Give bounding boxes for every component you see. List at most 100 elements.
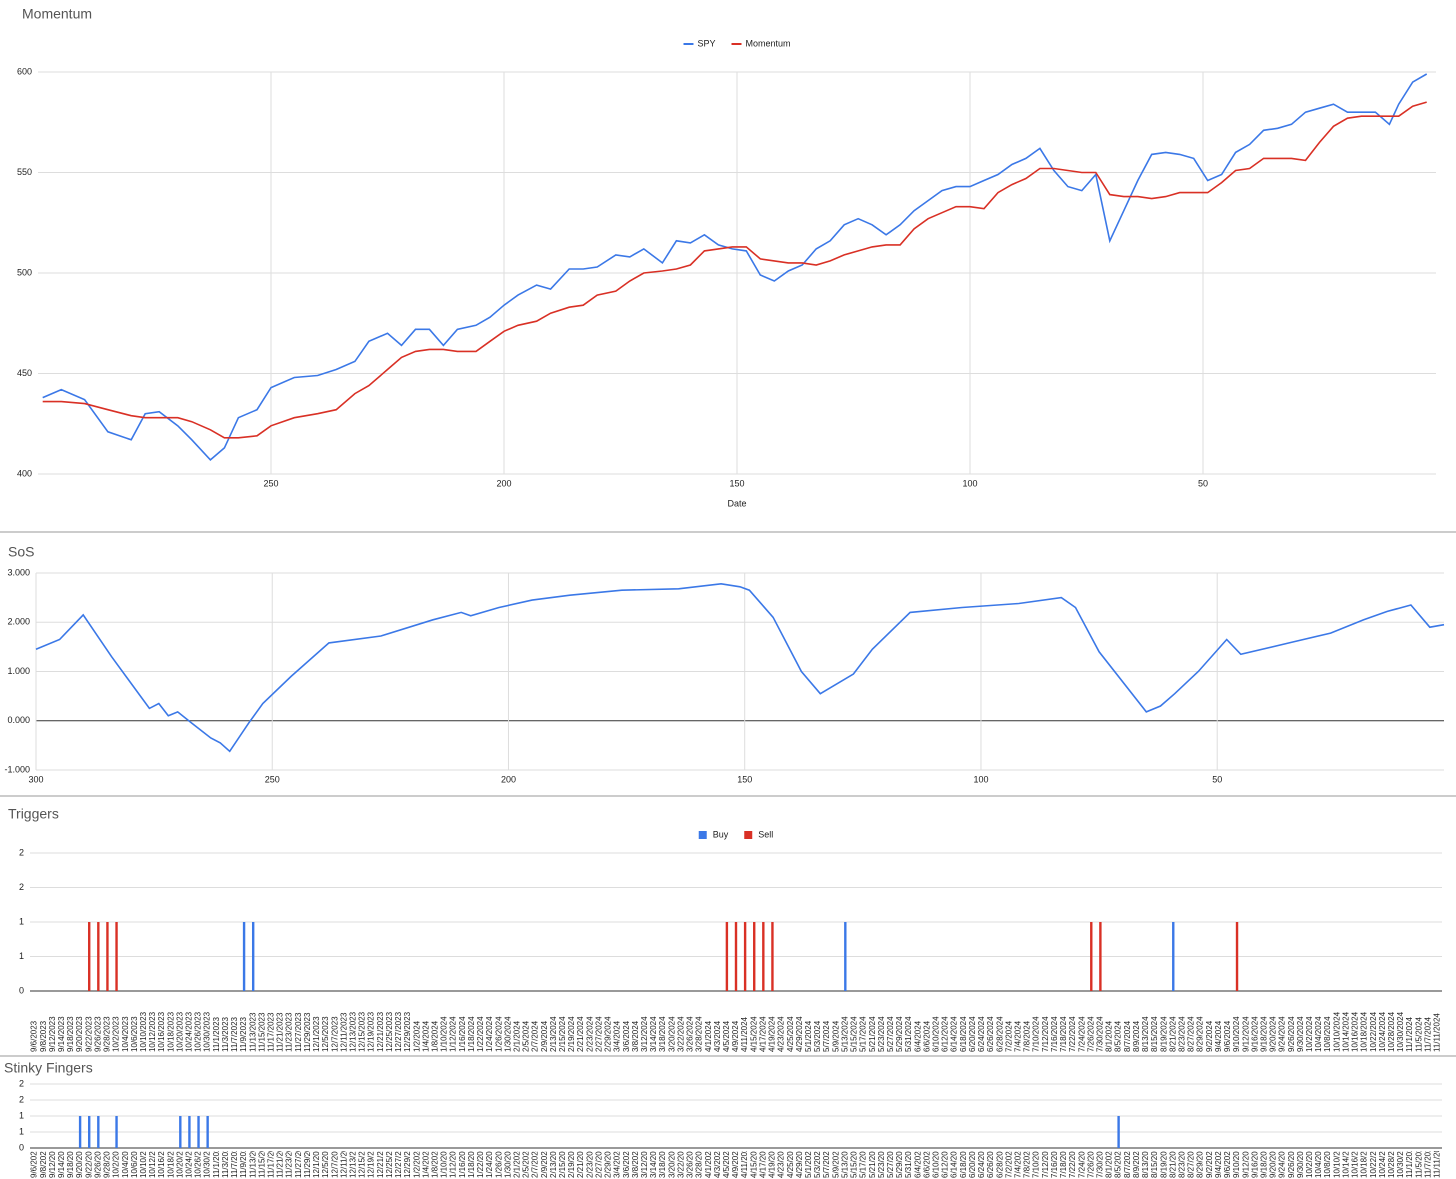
x-tick-label: 2/13/2024 <box>549 1016 558 1052</box>
x-tick-label: 5/27/2024 <box>886 1142 895 1178</box>
bar <box>78 1116 82 1148</box>
x-tick-label: 11/15/2023 <box>257 1012 266 1052</box>
x-tick-label: 1/30/2024 <box>503 1016 512 1052</box>
bar <box>197 1116 200 1148</box>
x-tick-label: 11/7/2024 <box>1423 1142 1432 1178</box>
x-tick-label: 12/21/2023 <box>376 1011 385 1052</box>
x-tick-label: 8/29/2024 <box>1196 1016 1205 1052</box>
x-tick-label: 7/18/2024 <box>1059 1016 1068 1052</box>
x-tick-label: 9/20/2024 <box>1269 1016 1278 1052</box>
x-tick-label: 4/17/2024 <box>758 1142 767 1178</box>
x-tick-label: 3/26/2024 <box>686 1142 695 1178</box>
x-tick-label: 1/18/2024 <box>467 1016 476 1052</box>
x-tick-label: 10/2/2024 <box>1305 1016 1314 1052</box>
x-tick-label: 8/13/2024 <box>1141 1016 1150 1052</box>
x-tick-label: 10/30/2023 <box>203 1137 212 1178</box>
x-tick-label: 100 <box>962 478 977 488</box>
x-tick-label: 11/29/2023 <box>303 1138 312 1178</box>
x-tick-label: 11/1/2023 <box>212 1142 221 1178</box>
x-tick-label: 9/26/2024 <box>1287 1016 1296 1052</box>
x-tick-label: 12/27/2023 <box>394 1011 403 1052</box>
x-tick-label: 9/6/2024 <box>1223 1020 1232 1052</box>
bar <box>725 922 729 991</box>
x-tick-label: 8/21/2024 <box>1168 1142 1177 1178</box>
x-tick-label: 8/5/2024 <box>1114 1146 1123 1178</box>
x-tick-label: 10/4/2024 <box>1314 1142 1323 1178</box>
x-tick-label: 10/16/2024 <box>1351 1011 1360 1052</box>
x-tick-label: 1/2/2024 <box>412 1146 421 1178</box>
y-tick-label: 2.000 <box>7 617 30 627</box>
x-tick-label: 11/15/2023 <box>257 1138 266 1178</box>
x-tick-label: 1/12/2024 <box>449 1142 458 1178</box>
x-tick-label: 10/4/2024 <box>1314 1016 1323 1052</box>
x-tick-label: 2/1/2024 <box>512 1146 521 1178</box>
x-tick-label: 9/20/2023 <box>75 1016 84 1052</box>
x-tick-label: 1/8/2024 <box>430 1020 439 1052</box>
x-tick-label: 4/25/2024 <box>786 1016 795 1052</box>
x-tick-label: 4/29/2024 <box>795 1142 804 1178</box>
x-tick-label: 10/30/2024 <box>1396 1011 1405 1052</box>
x-tick-label: 9/20/2023 <box>75 1142 84 1178</box>
x-tick-label: 4/19/2024 <box>768 1142 777 1178</box>
x-tick-label: 7/10/2024 <box>1032 1016 1041 1052</box>
x-tick-label: 10/18/2024 <box>1360 1137 1369 1178</box>
x-tick-label: 12/11/2023 <box>339 1012 348 1052</box>
x-tick-label: 9/2/2024 <box>1205 1020 1214 1052</box>
x-tick-label: 10/4/2023 <box>121 1142 130 1178</box>
y-tick-label: 0.000 <box>7 715 30 725</box>
x-tick-label: 4/17/2024 <box>758 1016 767 1052</box>
x-tick-label: 10/10/2023 <box>139 1011 148 1052</box>
x-tick-label: 1/24/2024 <box>485 1016 494 1052</box>
x-tick-label: 10/26/2023 <box>194 1137 203 1178</box>
x-tick-label: 12/13/2023 <box>349 1011 358 1052</box>
x-tick-label: 11/7/2023 <box>230 1016 239 1052</box>
x-tick-label: 11/17/2023 <box>267 1138 276 1178</box>
bar <box>1090 922 1093 991</box>
bar <box>1117 1116 1120 1148</box>
x-tick-label: 8/9/2024 <box>1132 1146 1141 1178</box>
x-tick-label: 7/8/2024 <box>1023 1146 1032 1178</box>
y-tick-label: 0 <box>19 1142 24 1152</box>
x-tick-label: 4/1/2024 <box>704 1146 713 1178</box>
x-tick-label: 1/4/2024 <box>421 1146 430 1178</box>
x-tick-label: 4/23/2024 <box>777 1142 786 1178</box>
x-tick-label: 2/27/2024 <box>594 1142 603 1178</box>
x-tick-label: 5/1/2024 <box>804 1020 813 1052</box>
x-tick-label: 5/31/2024 <box>904 1016 913 1052</box>
x-tick-label: 6/14/2024 <box>950 1016 959 1052</box>
x-tick-label: 6/10/2024 <box>932 1016 941 1052</box>
x-tick-label: 5/29/2024 <box>895 1142 904 1178</box>
bar <box>206 1116 209 1148</box>
x-tick-label: 7/22/2024 <box>1068 1142 1077 1178</box>
x-tick-label: 2/19/2024 <box>567 1142 576 1178</box>
x-tick-label: 11/27/2023 <box>294 1012 303 1052</box>
x-tick-label: 3/8/2024 <box>631 1146 640 1178</box>
x-tick-label: 9/28/2023 <box>103 1016 112 1052</box>
x-tick-label: 6/14/2024 <box>950 1142 959 1178</box>
bar <box>97 1116 100 1148</box>
x-tick-label: 10/24/2023 <box>185 1137 194 1178</box>
bar <box>115 922 118 991</box>
x-tick-label: 2/7/2024 <box>531 1146 540 1178</box>
x-tick-label: 1/2/2024 <box>412 1020 421 1052</box>
x-tick-label: 5/3/2024 <box>813 1146 822 1178</box>
x-tick-label: 3/12/2024 <box>640 1142 649 1178</box>
x-tick-label: 200 <box>501 774 516 784</box>
x-tick-label: 7/30/2024 <box>1095 1142 1104 1178</box>
bar <box>97 922 100 991</box>
y-tick-label: 2 <box>19 1078 24 1088</box>
x-tick-label: 10/12/2023 <box>148 1137 157 1178</box>
x-tick-label: 6/24/2024 <box>977 1142 986 1178</box>
x-tick-label: 8/23/2024 <box>1177 1142 1186 1178</box>
bar <box>106 922 109 991</box>
x-tick-label: 12/25/2023 <box>385 1011 394 1052</box>
x-tick-label: 9/30/2024 <box>1296 1016 1305 1052</box>
legend-label: Buy <box>713 829 729 839</box>
x-tick-label: 4/19/2024 <box>768 1016 777 1052</box>
x-tick-label: 11/5/2024 <box>1414 1142 1423 1178</box>
x-tick-label: 150 <box>737 774 752 784</box>
y-tick-label: 1 <box>19 916 24 926</box>
x-tick-label: 10/16/2023 <box>157 1137 166 1178</box>
x-tick-label: 9/4/2024 <box>1214 1146 1223 1178</box>
